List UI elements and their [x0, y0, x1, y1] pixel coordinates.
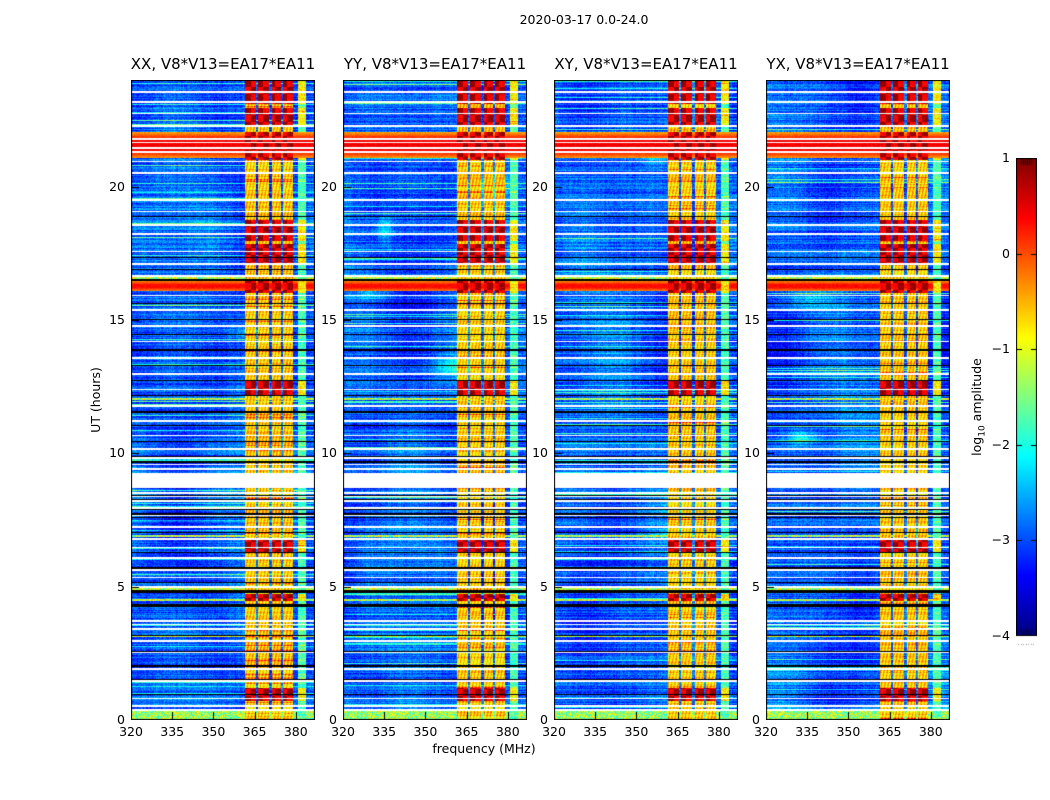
x-tick-label-xy-350: 350 [624, 724, 649, 739]
x-tick-label-yy-380: 380 [495, 724, 520, 739]
colorbar-label-subscript: 10 [977, 425, 988, 437]
y-tick-label-yy-10: 10 [321, 445, 337, 461]
y-tick-label-xx-20: 20 [109, 178, 125, 194]
x-tick-label-xx-350: 350 [201, 724, 226, 739]
colorbar-label-prefix: log [969, 436, 984, 456]
y-tick-label-xx-15: 15 [109, 312, 125, 327]
panel-title-xx: XX, V8*V13=EA17*EA11 [130, 55, 316, 73]
figure-title: 2020-03-17 0.0-24.0 [519, 12, 649, 27]
spectrogram-yx [766, 80, 950, 720]
x-tick-label-yx-335: 335 [795, 724, 820, 739]
panel-title-yy: YY, V8*V13=EA17*EA11 [343, 55, 527, 73]
y-tick-label-yy-15: 15 [321, 312, 337, 327]
y-tick-label-yx-0: 0 [752, 712, 760, 727]
x-tick-label-yx-365: 365 [877, 724, 902, 739]
spectrogram-xx [131, 80, 315, 720]
x-tick-label-yy-365: 365 [454, 724, 479, 739]
y-tick-label-xy-5: 5 [540, 578, 548, 594]
x-axis-label: frequency (MHz) [432, 741, 536, 756]
x-tick-label-xx-365: 365 [242, 724, 267, 739]
panel-title-yx: YX, V8*V13=EA17*EA11 [766, 55, 950, 73]
x-tick-label-yx-380: 380 [918, 724, 943, 739]
y-tick-label-xy-10: 10 [532, 445, 548, 461]
colorbar [1016, 158, 1037, 650]
x-tick-label-xx-380: 380 [283, 724, 308, 739]
y-tick-label-xy-15: 15 [532, 312, 548, 327]
y-tick-label-yy-20: 20 [321, 178, 337, 194]
colorbar-tick-label--2: −2 [991, 436, 1010, 452]
y-tick-label-xx-0: 0 [117, 712, 125, 727]
x-tick-label-xx-335: 335 [160, 724, 185, 739]
y-tick-label-yx-5: 5 [752, 578, 760, 594]
x-tick-label-yy-335: 335 [372, 724, 397, 739]
y-tick-label-yy-0: 0 [329, 712, 337, 727]
x-tick-label-xy-335: 335 [583, 724, 608, 739]
x-tick-label-yx-320: 320 [754, 724, 778, 739]
y-tick-label-yx-20: 20 [744, 178, 760, 194]
colorbar-tick-label--4: −4 [991, 628, 1010, 643]
spectrogram-xy [554, 80, 738, 720]
colorbar-label: log10 amplitude [969, 337, 988, 477]
y-tick-label-yx-10: 10 [744, 445, 760, 461]
y-tick-label-yy-5: 5 [329, 578, 337, 594]
y-tick-label-xx-10: 10 [109, 445, 125, 461]
x-tick-label-yx-350: 350 [836, 724, 861, 739]
colorbar-tick-label-1: 1 [1002, 150, 1010, 165]
colorbar-tick-label--1: −1 [991, 341, 1010, 357]
x-tick-label-xy-365: 365 [665, 724, 690, 739]
colorbar-label-suffix: amplitude [969, 358, 984, 426]
x-tick-label-xy-320: 320 [542, 724, 566, 739]
x-tick-label-xx-320: 320 [119, 724, 143, 739]
y-tick-label-xy-0: 0 [540, 712, 548, 727]
x-tick-label-yy-320: 320 [331, 724, 355, 739]
panel-title-xy: XY, V8*V13=EA17*EA11 [554, 55, 738, 73]
spectrogram-yy [343, 80, 527, 720]
colorbar-tick-label-0: 0 [1002, 245, 1010, 261]
y-tick-label-xy-20: 20 [532, 178, 548, 194]
colorbar-tick-label--3: −3 [991, 532, 1010, 548]
x-tick-label-yy-350: 350 [413, 724, 438, 739]
y-axis-label: UT (hours) [88, 367, 103, 433]
y-tick-label-xx-5: 5 [117, 578, 125, 594]
x-tick-label-xy-380: 380 [706, 724, 731, 739]
y-tick-label-yx-15: 15 [744, 312, 760, 327]
